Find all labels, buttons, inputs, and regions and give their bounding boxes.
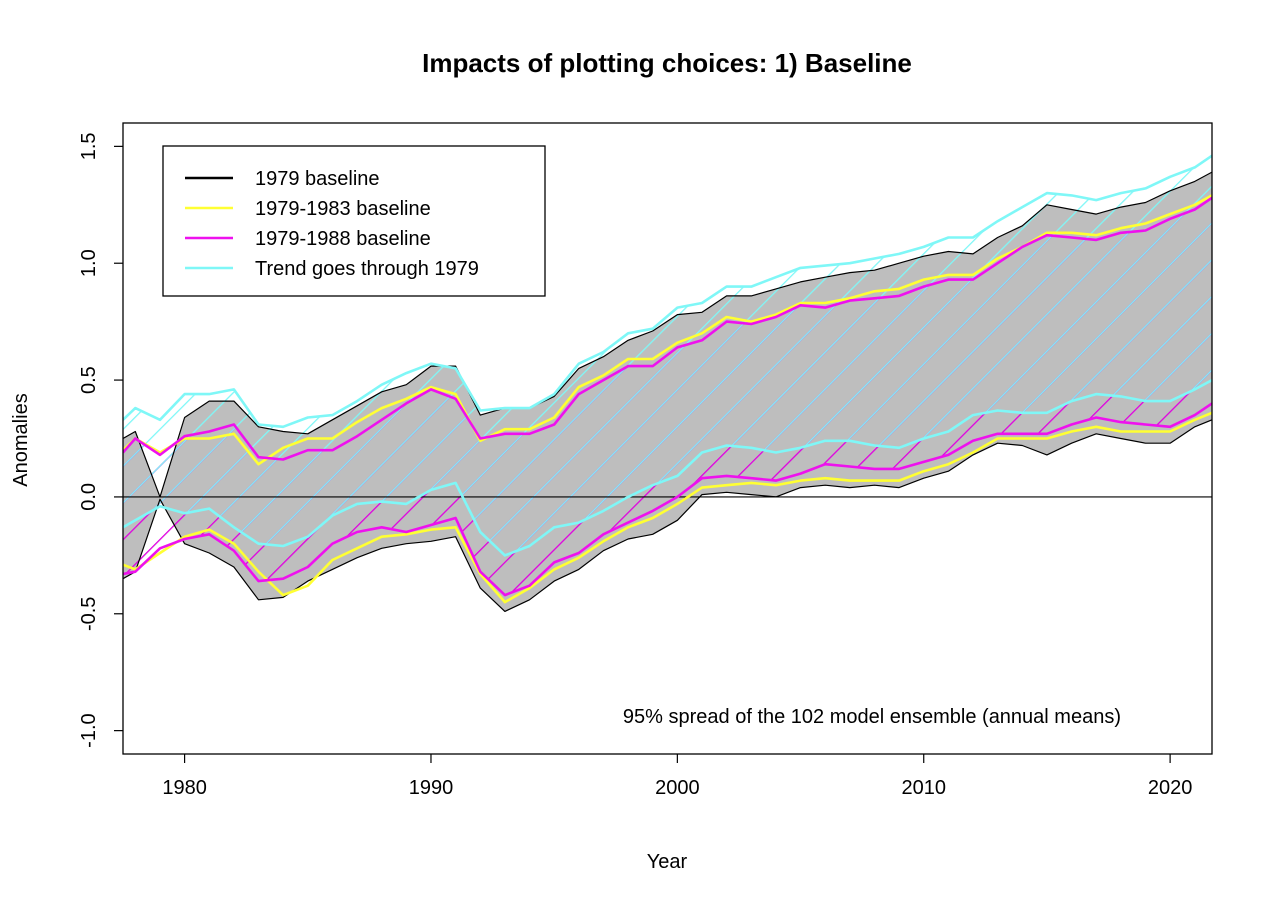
series-lower-yellow [123,411,1212,604]
x-tick-label: 1990 [409,777,454,799]
plot-frame [122,122,1213,755]
y-tick-label: -1.0 [78,713,100,747]
legend-box [162,145,546,297]
legend-label-1979-1983: 1979-1983 baseline [255,198,431,220]
axes: 1980 1990 2000 2010 2020 -1.0 -0.5 0.0 0.5 1.0 1.5 [78,132,1192,799]
x-tick-label: 2010 [901,777,946,799]
series-upper-black [123,171,1212,498]
legend-label-1979: 1979 baseline [255,168,380,190]
series-lower-cyan [123,378,1212,557]
x-tick-label: 2000 [655,777,700,799]
series-lower-magenta [123,402,1212,597]
x-tick-label: 1980 [162,777,207,799]
legend: 1979 baseline 1979-1983 baseline 1979-19… [162,145,546,297]
y-tick-label: 0.5 [78,366,100,394]
x-tick-label: 2020 [1148,777,1193,799]
legend-label-1979-1988: 1979-1988 baseline [255,228,431,250]
y-tick-label: 1.0 [78,249,100,277]
series-upper-cyan [123,154,1212,429]
ensemble-annotation: 95% spread of the 102 model ensemble (an… [623,706,1121,728]
y-tick-label: 1.5 [78,132,100,160]
y-axis-label: Anomalies [10,393,32,486]
legend-label-trend: Trend goes through 1979 [255,258,479,280]
x-axis-label: Year [647,851,688,873]
y-tick-label: -0.5 [78,597,100,631]
y-tick-label: 0.0 [78,483,100,511]
chart-title: Impacts of plotting choices: 1) Baseline [422,48,912,78]
series-upper-magenta [123,196,1212,461]
plot-area [123,154,1212,612]
